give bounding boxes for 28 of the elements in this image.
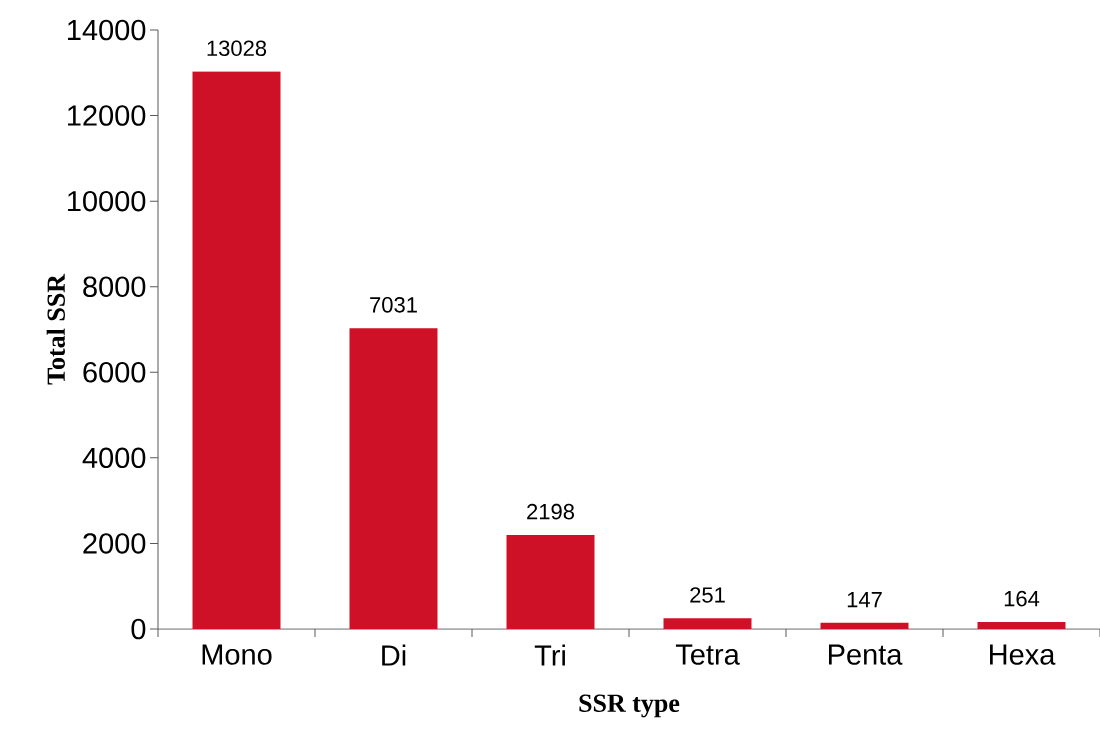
bar [506,534,595,629]
x-tick-label: Mono [202,644,272,665]
bar [349,328,438,629]
x-axis-title: SSR type [579,694,680,718]
y-tick-label: 8000 [83,276,146,297]
data-label: 2198 [527,503,575,520]
bar [663,618,752,629]
x-tick-label: Penta [829,644,903,665]
y-tick-label: 14000 [68,19,146,41]
y-tick-label: 2000 [83,533,146,554]
x-tick-label: Di [382,644,406,666]
data-label: 7031 [370,297,417,313]
y-tick-label: 4000 [82,447,146,469]
y-tick-label: 0 [131,618,146,640]
bar [977,621,1066,629]
data-label: 147 [847,592,882,608]
data-label: 164 [1004,590,1040,607]
x-tick-label: Tetra [675,644,740,665]
bar [192,71,281,629]
y-tick-label: 12000 [68,105,146,126]
x-tick-label: Hexa [990,644,1056,665]
bar [820,622,909,629]
y-axis-title: Total SSR [46,273,65,385]
x-tick-label: Tri [534,644,565,666]
y-tick-label: 10000 [68,190,146,212]
y-tick-label: 6000 [83,362,146,383]
data-label: 251 [690,587,725,603]
data-label: 13028 [207,40,267,57]
